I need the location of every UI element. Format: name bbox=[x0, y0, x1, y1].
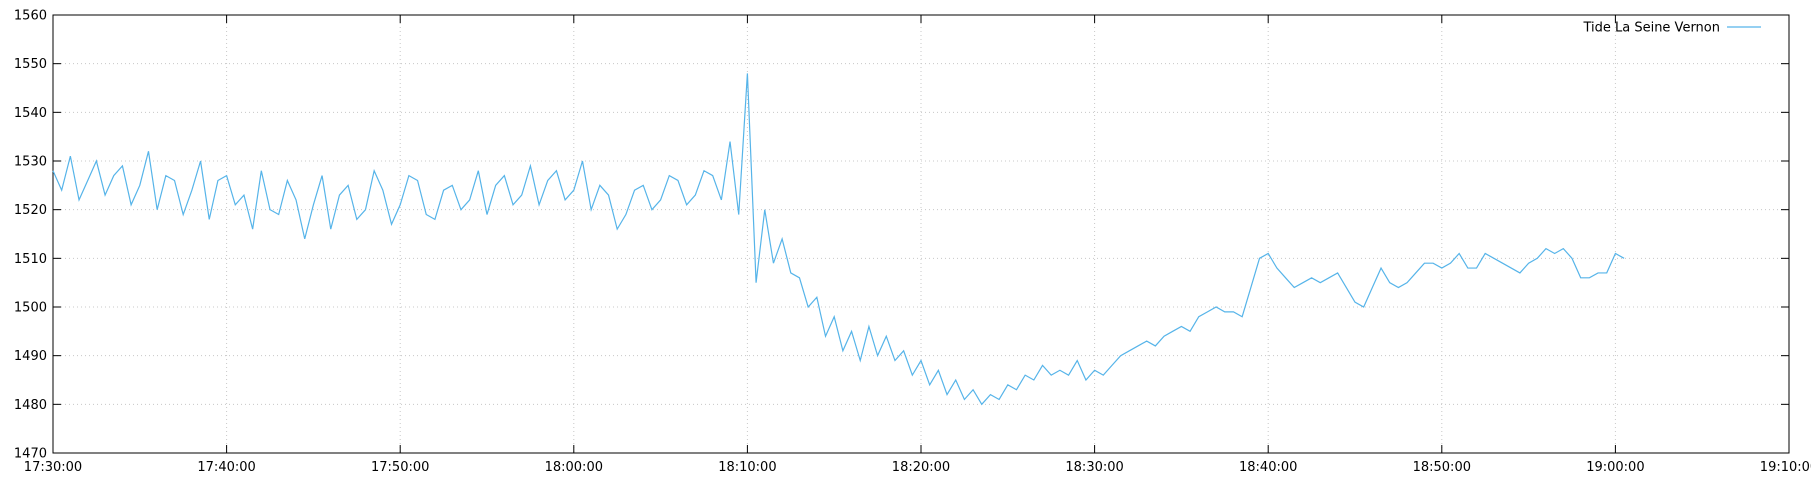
y-tick-label: 1540 bbox=[14, 106, 47, 121]
x-tick-label: 18:30:00 bbox=[1065, 460, 1123, 475]
y-tick-label: 1480 bbox=[14, 398, 47, 413]
x-tick-label: 18:10:00 bbox=[718, 460, 776, 475]
y-tick-label: 1490 bbox=[14, 349, 47, 364]
legend-label: Tide La Seine Vernon bbox=[1582, 21, 1720, 36]
x-tick-label: 19:00:00 bbox=[1586, 460, 1644, 475]
x-tick-label: 17:40:00 bbox=[197, 460, 255, 475]
plot-frame bbox=[52, 14, 1790, 454]
y-tick-label: 1520 bbox=[14, 203, 47, 218]
y-tick-label: 1560 bbox=[14, 9, 47, 24]
y-tick-label: 1500 bbox=[14, 301, 47, 316]
x-tick-label: 18:20:00 bbox=[892, 460, 950, 475]
data-line bbox=[52, 73, 1625, 406]
y-tick-label: 1510 bbox=[14, 252, 47, 267]
y-tick-label: 1550 bbox=[14, 57, 47, 72]
x-tick-label: 18:40:00 bbox=[1239, 460, 1297, 475]
x-tick-label: 17:50:00 bbox=[371, 460, 429, 475]
y-tick-label: 1470 bbox=[14, 447, 47, 462]
x-tick-label: 18:50:00 bbox=[1413, 460, 1471, 475]
x-tick-label: 17:30:00 bbox=[24, 460, 82, 475]
x-tick-label: 19:10:00 bbox=[1760, 460, 1811, 475]
y-tick-label: 1530 bbox=[14, 155, 47, 170]
x-tick-label: 18:00:00 bbox=[545, 460, 603, 475]
